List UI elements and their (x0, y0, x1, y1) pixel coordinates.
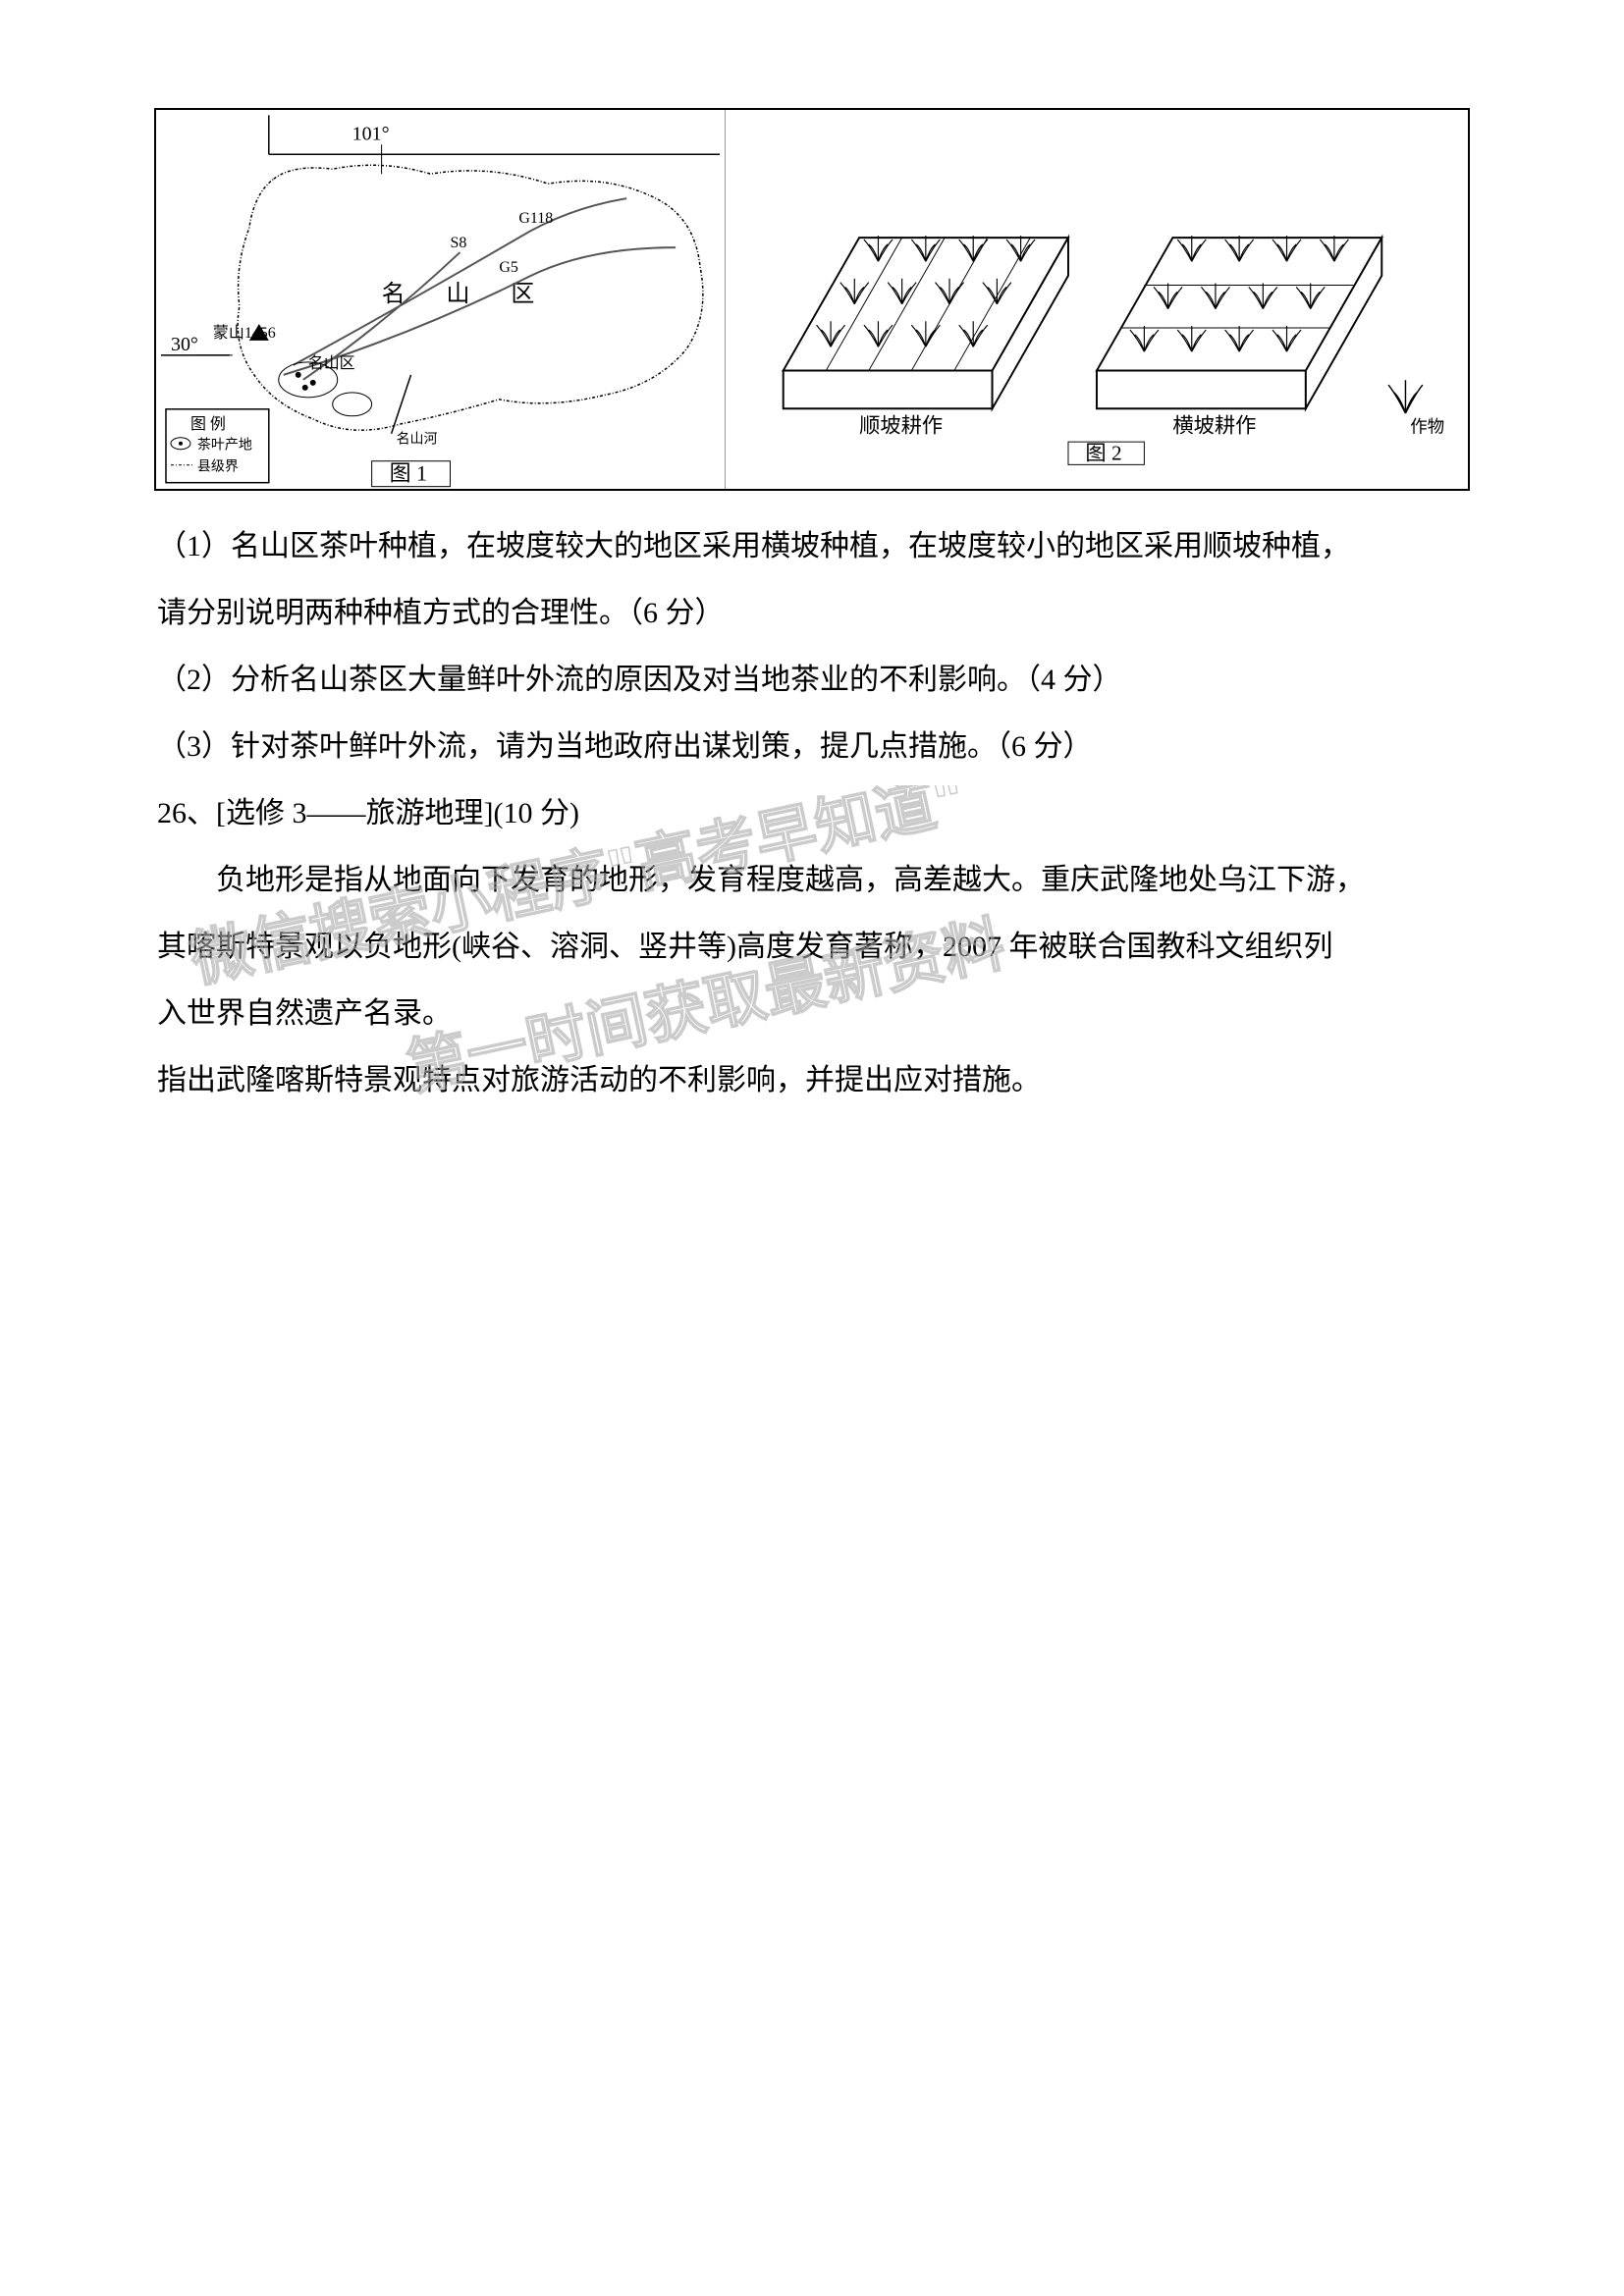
q26-para-line1: 负地形是指从地面向下发育的地形，发育程度越高，高差越大。重庆武隆地处乌江下游， (157, 849, 1467, 912)
contour-farming-label: 横坡耕作 (1172, 413, 1256, 437)
slope-farming-label: 顺坡耕作 (859, 413, 943, 437)
road-g5-label: G5 (499, 259, 518, 276)
q26-task: 指出武隆喀斯特景观特点对旅游活动的不利影响，并提出应对措施。 (157, 1049, 1467, 1112)
road-g118-label: G118 (518, 210, 553, 227)
question-26-header: 26、[选修 3——旅游地理](10 分) (157, 782, 1467, 845)
q26-para-line2: 其喀斯特景观以负地形(峡谷、溶洞、竖井等)高度发育著称，2007 年被联合国教科… (157, 916, 1467, 979)
river-label: 名山河 (397, 432, 438, 448)
longitude-label: 101° (352, 123, 390, 144)
question-3: （3）针对茶叶鲜叶外流，请为当地政府出谋划策，提几点措施。（6 分） (157, 716, 1467, 778)
legend-boundary: 县级界 (197, 459, 239, 475)
question-1-line1: （1）名山区茶叶种植，在坡度较大的地区采用横坡种植，在坡度较小的地区采用顺坡种植… (157, 515, 1467, 578)
figure-2-farming: 顺坡耕作 (726, 110, 1468, 489)
tea-area-1 (333, 393, 372, 416)
latitude-label: 30° (171, 334, 198, 355)
figure1-caption: 图 1 (390, 461, 427, 486)
q26-para-line3: 入世界自然遗产名录。 (157, 983, 1467, 1045)
question-text-block: （1）名山区茶叶种植，在坡度较大的地区采用横坡种植，在坡度较小的地区采用顺坡种植… (157, 515, 1467, 1112)
figure2-caption: 图 2 (1085, 442, 1121, 465)
contour-farming-block: 横坡耕作 (1097, 236, 1381, 437)
question-1-line2: 请分别说明两种种植方式的合理性。（6 分） (157, 582, 1467, 645)
crop-label: 作物 (1410, 416, 1444, 436)
question-2: （2）分析名山茶区大量鲜叶外流的原因及对当地茶业的不利影响。（4 分） (157, 649, 1467, 712)
document-page: 101° 30° 名 山 区 G118 G5 (0, 0, 1624, 2296)
crop-symbol (1388, 380, 1423, 413)
slope-farming-block: 顺坡耕作 (784, 236, 1068, 437)
legend-tea: 茶叶产地 (197, 438, 252, 454)
figure-container: 101° 30° 名 山 区 G118 G5 (154, 108, 1470, 491)
mountain-label: 蒙山1456 (213, 324, 276, 342)
road-s8-label: S8 (450, 235, 466, 251)
figure-1-map: 101° 30° 名 山 区 G118 G5 (156, 110, 726, 489)
mingshan-district-label: 名山区 (308, 354, 355, 372)
region-name-label: 名 山 区 (382, 281, 553, 307)
legend-title: 图 例 (190, 415, 226, 433)
mingshan-river (392, 375, 411, 434)
